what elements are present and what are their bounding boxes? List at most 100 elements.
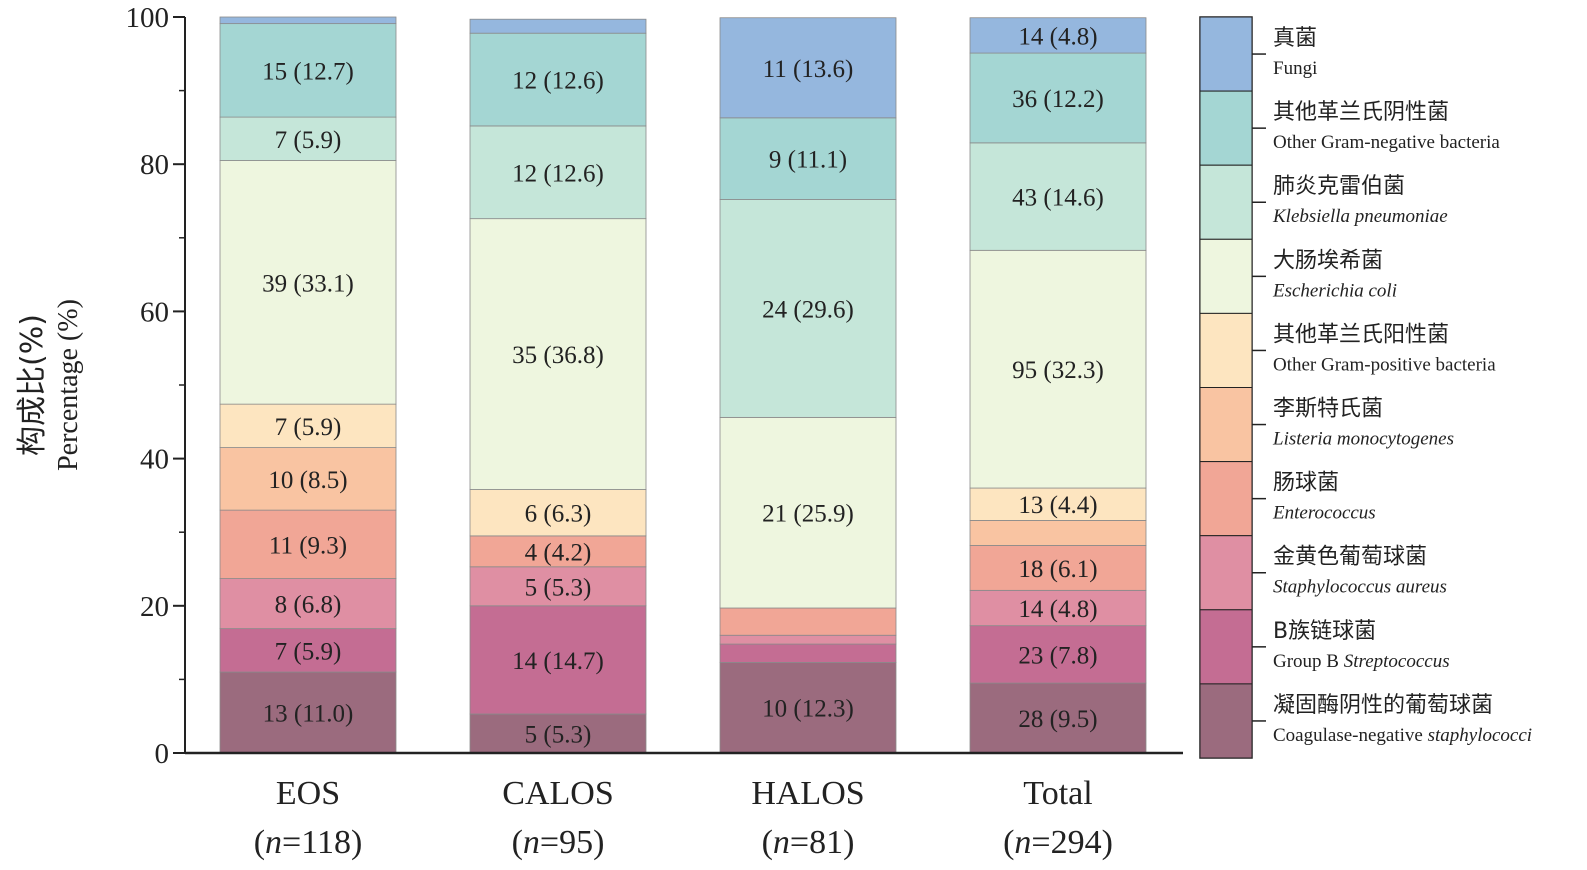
bar-stack-total: 28 (9.5) 23 (7.8) 14 (4.8) 18 (6.1) 13 (4.4)… (969, 17, 1147, 754)
bar-segment (969, 142, 1147, 251)
data-label: 43 (14.6) (1012, 185, 1104, 212)
legend-label-en: Enterococcus (1272, 503, 1376, 524)
legend-swatch (1199, 164, 1253, 240)
bar-segment (969, 520, 1147, 546)
bar-segment (219, 116, 397, 161)
bar-segment (219, 403, 397, 448)
data-label: 13 (11.0) (263, 701, 354, 728)
legend-label-en: Coagulase-negative staphylococci (1273, 725, 1532, 746)
legend-item: 金黄色葡萄球菌 Staphylococcus aureus (1199, 535, 1447, 611)
bar-segment (469, 32, 647, 127)
legend-swatch (1199, 312, 1253, 388)
data-label: 14 (4.8) (1018, 596, 1097, 623)
bar-segment (719, 662, 897, 754)
legend-swatch (1199, 535, 1253, 611)
legend-item: 肺炎克雷伯菌 Klebsiella pneumoniae (1199, 164, 1448, 240)
data-label: 35 (36.8) (512, 342, 604, 369)
data-label: 14 (14.7) (512, 648, 604, 675)
legend-label-en: Escherichia coli (1272, 280, 1397, 301)
data-label: 5 (5.3) (525, 721, 592, 748)
legend-item: 真菌 Fungi (1199, 16, 1317, 92)
x-tick-label-calos: CALOS (502, 775, 613, 812)
y-axis: 0 20 40 60 80 100 (126, 2, 186, 770)
bar-segment (469, 125, 647, 220)
bar-segment (219, 447, 397, 511)
bar-segment (219, 16, 397, 25)
data-label: 7 (5.9) (275, 414, 342, 441)
bar-stack-calos: 5 (5.3) 14 (14.7) 5 (5.3) 4 (4.2) 6 (6.3) 35 … (469, 18, 647, 754)
legend-label-en: Listeria monocytogenes (1272, 429, 1454, 450)
legend-label-en: Group B Streptococcus (1273, 651, 1450, 672)
legend-label-cn: B族链球菌 (1273, 619, 1376, 644)
x-tick-n-calos: (n=95) (512, 824, 605, 861)
data-label: 7 (5.9) (275, 638, 342, 665)
legend-swatch (1199, 683, 1253, 759)
data-label: 15 (12.7) (262, 58, 354, 85)
legend-item: B族链球菌 Group B Streptococcus (1199, 609, 1450, 685)
data-label: 18 (6.1) (1018, 556, 1097, 583)
legend-label-en: Klebsiella pneumoniae (1272, 206, 1448, 227)
bar-segment (969, 487, 1147, 521)
bar-stack-halos: 10 (12.3) 21 (25.9) 24 (29.6) 9 (11.1) 11 (1… (719, 17, 897, 754)
data-label: 28 (9.5) (1018, 706, 1097, 733)
data-label: 23 (7.8) (1018, 642, 1097, 669)
legend-label-en: Other Gram-positive bacteria (1273, 354, 1496, 375)
y-axis-title-en: Percentage (%) (53, 299, 84, 471)
bars: 13 (11.0) 7 (5.9) 8 (6.8) 11 (9.3) 10 (8.5) 7… (219, 16, 1147, 754)
legend-swatch (1199, 461, 1253, 537)
bar-segment (719, 607, 897, 636)
bar-segment (719, 634, 897, 645)
data-label: 8 (6.8) (275, 592, 342, 619)
bar-segment (469, 566, 647, 607)
legend-label-en: Staphylococcus aureus (1273, 577, 1447, 598)
bar-segment (969, 249, 1147, 489)
data-label: 6 (6.3) (525, 501, 592, 528)
bar-segment (469, 18, 647, 34)
bar-segment (469, 489, 647, 537)
legend-item: 李斯特氏菌 Listeria monocytogenes (1199, 387, 1454, 463)
legend-item: 其他革兰氏阳性菌 Other Gram-positive bacteria (1199, 312, 1496, 388)
legend-swatch (1199, 90, 1253, 166)
bar-segment (969, 17, 1147, 54)
bar-segment (469, 535, 647, 568)
y-axis-title-cn: 构成比(%) (15, 314, 50, 456)
bar-segment (719, 416, 897, 609)
legend-label-cn: 真菌 (1273, 26, 1317, 51)
data-label: 4 (4.2) (525, 539, 592, 566)
y-tick-label-40: 40 (140, 444, 169, 476)
data-label: 14 (4.8) (1018, 23, 1097, 50)
data-label: 36 (12.2) (1012, 86, 1104, 113)
data-label: 12 (12.6) (512, 68, 604, 95)
bar-segment (469, 218, 647, 490)
legend-label-cn: 大肠埃希菌 (1273, 248, 1383, 273)
x-tick-n-total: (n=294) (1003, 824, 1113, 861)
bar-segment (219, 160, 397, 405)
legend-item: 大肠埃希菌 Escherichia coli (1199, 238, 1397, 314)
data-label: 10 (12.3) (762, 696, 854, 723)
legend-swatch (1199, 609, 1253, 685)
bar-segment (969, 625, 1147, 684)
legend-label-cn: 肠球菌 (1273, 471, 1339, 496)
legend-label-en: Other Gram-negative bacteria (1273, 132, 1500, 153)
data-label: 9 (11.1) (769, 147, 847, 174)
legend-label-cn: 金黄色葡萄球菌 (1273, 545, 1427, 570)
bar-stack-eos: 13 (11.0) 7 (5.9) 8 (6.8) 11 (9.3) 10 (8.5) 7… (219, 16, 397, 754)
legend-item: 肠球菌 Enterococcus (1199, 461, 1376, 537)
bar-segment (469, 713, 647, 754)
x-tick-n-eos: (n=118) (254, 824, 363, 861)
data-label: 10 (8.5) (268, 467, 347, 494)
legend-label-en: Fungi (1273, 58, 1317, 79)
y-axis-title: 构成比(%) Percentage (%) (15, 299, 84, 471)
legend-swatch (1199, 238, 1253, 314)
data-label: 11 (13.6) (763, 56, 854, 83)
legend-swatch (1199, 16, 1253, 92)
y-tick-label-80: 80 (140, 149, 169, 181)
legend-label-cn: 其他革兰氏阳性菌 (1273, 322, 1449, 347)
bar-segment (219, 628, 397, 673)
bar-segment (719, 643, 897, 663)
data-label: 13 (4.4) (1018, 492, 1097, 519)
legend-label-cn: 肺炎克雷伯菌 (1273, 174, 1405, 199)
data-label: 21 (25.9) (762, 501, 854, 528)
x-axis: EOS (n=118) CALOS (n=95) HALOS (n=81) Total (n=… (185, 751, 1183, 861)
